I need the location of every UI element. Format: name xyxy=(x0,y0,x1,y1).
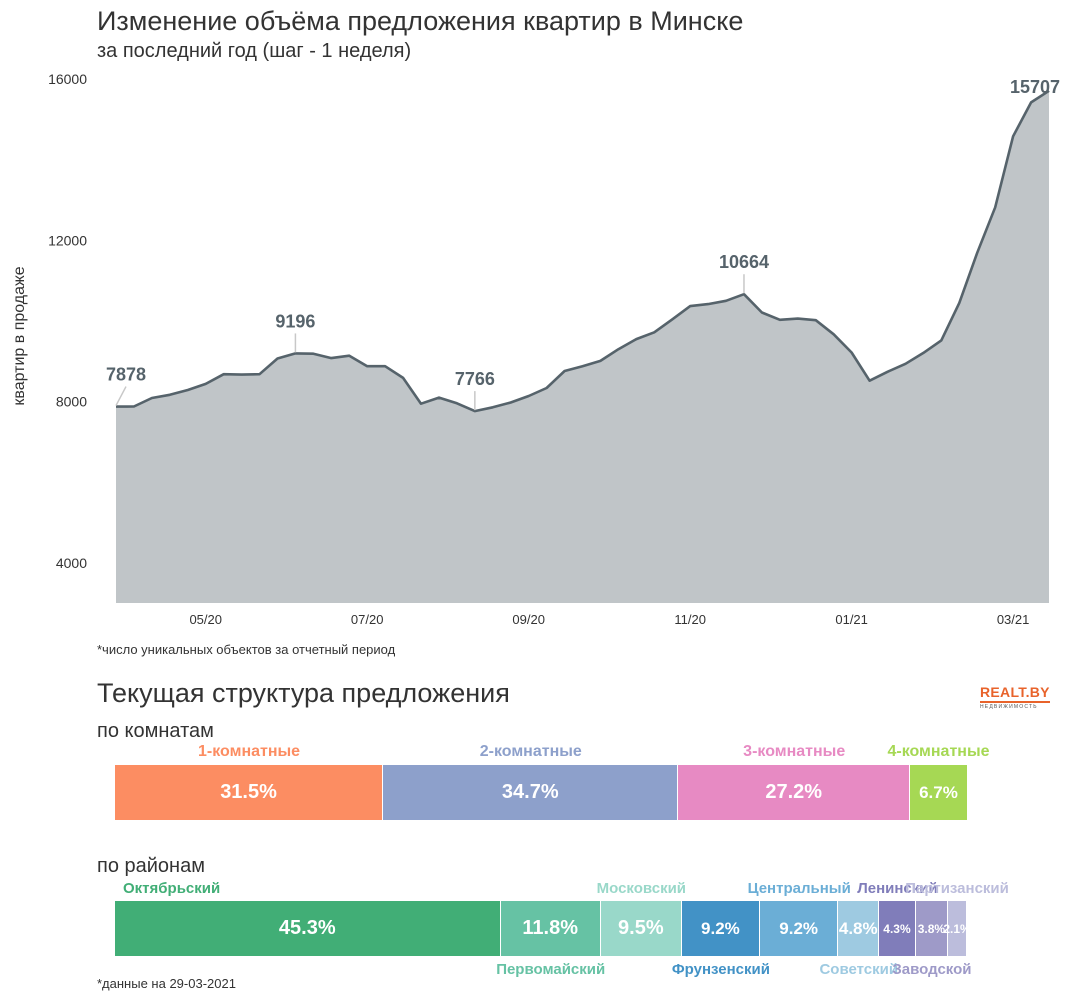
bar-segment-6: 4.8% xyxy=(838,901,880,956)
chart-footnote: *число уникальных объектов за отчетный п… xyxy=(97,642,396,657)
segment-name-label: Московский xyxy=(596,880,687,897)
area-chart: 4000 8000 12000 16000 квартир в продаже 05/20… xyxy=(11,71,1060,627)
bar-segment-5: 9.2% xyxy=(760,901,839,956)
annotation-label: 7766 xyxy=(455,369,495,389)
bar-segment-4: 9.2% xyxy=(681,901,761,956)
y-tick-label: 16000 xyxy=(48,71,87,87)
bar-segment-1: 45.3% xyxy=(115,901,501,956)
segment-value-label: 45.3% xyxy=(278,917,336,939)
segment-value-label: 9.2% xyxy=(701,918,740,938)
y-axis-label: квартир в продаже xyxy=(11,266,28,405)
segment-name-label: 2-комнатные xyxy=(479,743,582,760)
segment-name-label: Заводской xyxy=(892,961,972,978)
x-tick-label: 11/20 xyxy=(674,612,706,627)
x-tick-label: 07/20 xyxy=(351,612,384,627)
segment-value-label: 6.7% xyxy=(919,782,958,802)
bar-segment-7: 4.3% xyxy=(879,901,916,956)
rooms-title: по комнатам xyxy=(97,720,214,742)
segment-name-label: 1-комнатные xyxy=(198,743,301,760)
bar-segment-4: 6.7% xyxy=(909,765,967,820)
bar-segment-8: 3.8% xyxy=(915,901,949,956)
segment-name-label: Партизанский xyxy=(905,880,1009,897)
area-fill xyxy=(116,90,1049,604)
segment-name-label: Ленинский xyxy=(857,880,938,897)
bar-segment-9: 2.1% xyxy=(943,901,971,956)
annotation-leader xyxy=(115,386,127,406)
districts-bar: 45.3% 11.8% 9.5% 9.2% 9.2% 4.8% 4.3% 3.8% 2.1% xyxy=(115,901,971,956)
segment-name-label: Октябрьский xyxy=(123,880,221,897)
logo-underline xyxy=(980,701,1050,703)
segment-name-label: 3-комнатные xyxy=(743,743,846,760)
segment-value-label: 9.5% xyxy=(618,917,664,939)
segment-value-label: 4.8% xyxy=(838,918,878,938)
annotation-label: 7878 xyxy=(106,365,146,385)
area-line xyxy=(115,89,1050,413)
x-tick-label: 03/21 xyxy=(997,612,1030,627)
annotation-label: 9196 xyxy=(275,311,315,331)
bar-segment-1: 31.5% xyxy=(115,765,384,820)
realt-logo[interactable]: REALT.BY НЕДВИЖИМОСТЬ xyxy=(980,684,1052,710)
segment-name-label: Первомайский xyxy=(496,961,606,978)
segment-value-label: 3.8% xyxy=(917,921,946,936)
segment-value-label: 31.5% xyxy=(220,781,277,803)
segment-value-label: 4.3% xyxy=(883,921,911,936)
annotation-label: 10664 xyxy=(719,252,769,272)
bar-segment-3: 9.5% xyxy=(600,901,682,956)
logo-subtext: НЕДВИЖИМОСТЬ xyxy=(980,704,1038,710)
y-tick-label: 4000 xyxy=(56,555,87,571)
segment-value-label: 34.7% xyxy=(501,781,559,803)
y-tick-label: 12000 xyxy=(48,232,87,248)
chart-title: Изменение объёма предложения квартир в М… xyxy=(97,6,744,36)
chart-subtitle: за последний год (шаг - 1 неделя) xyxy=(97,40,412,62)
segment-value-label: 11.8% xyxy=(522,917,578,939)
segment-name-label: Советский xyxy=(819,961,899,978)
segment-value-label: 9.2% xyxy=(779,918,819,938)
logo-text: REALT.BY xyxy=(980,684,1050,700)
segment-value-label: 2.1% xyxy=(943,921,971,936)
structure-title: Текущая структура предложения xyxy=(97,678,510,708)
x-tick-label: 05/20 xyxy=(189,612,222,627)
bar-segment-3: 27.2% xyxy=(678,765,910,820)
x-tick-label: 01/21 xyxy=(835,612,868,627)
segment-value-label: 27.2% xyxy=(765,781,823,803)
rooms-bar: 31.5% 34.7% 27.2% 6.7% xyxy=(115,765,967,820)
annotation-label: 15707 xyxy=(1010,77,1060,97)
segment-name-label: Фрунзенский xyxy=(671,961,770,978)
x-tick-label: 09/20 xyxy=(512,612,545,627)
segment-name-label: Центральный xyxy=(747,880,851,897)
segment-name-label: 4-комнатные xyxy=(887,743,990,760)
y-tick-label: 8000 xyxy=(56,394,87,410)
bar-segment-2: 11.8% xyxy=(500,901,601,956)
districts-title: по районам xyxy=(97,855,205,877)
structure-footnote: *данные на 29-03-2021 xyxy=(97,976,236,991)
bar-segment-2: 34.7% xyxy=(383,765,679,820)
